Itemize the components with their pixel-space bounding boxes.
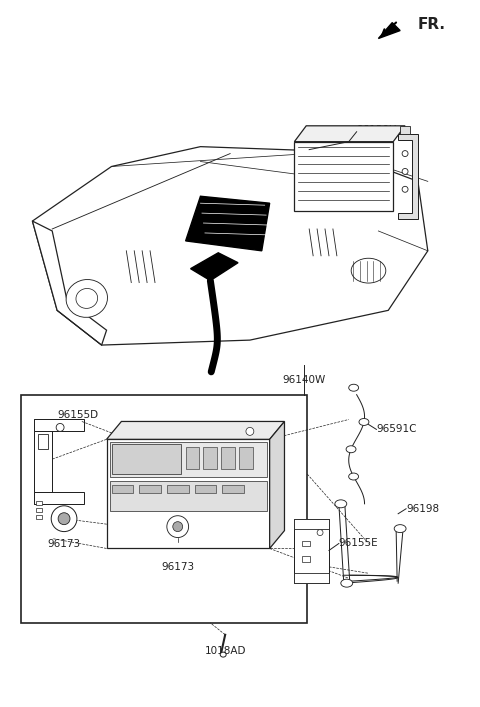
Text: 96140W: 96140W [283, 375, 326, 385]
Ellipse shape [348, 473, 359, 480]
Ellipse shape [341, 579, 353, 587]
Bar [109, 481, 267, 510]
Circle shape [402, 151, 408, 156]
Circle shape [58, 513, 70, 525]
Bar [294, 141, 393, 211]
Bar [35, 419, 52, 504]
Ellipse shape [349, 385, 359, 391]
Bar [186, 448, 200, 469]
Bar [36, 501, 42, 505]
Polygon shape [294, 126, 405, 141]
Bar [222, 485, 244, 493]
Polygon shape [33, 221, 107, 345]
Circle shape [402, 168, 408, 175]
Bar [294, 519, 329, 529]
Bar [302, 556, 310, 562]
Bar [294, 519, 329, 583]
Bar [36, 508, 42, 512]
Bar [111, 485, 133, 493]
Circle shape [317, 530, 323, 536]
Circle shape [167, 515, 189, 537]
Text: 96591C: 96591C [376, 424, 417, 434]
Bar [204, 448, 217, 469]
Circle shape [56, 423, 64, 431]
Ellipse shape [66, 279, 108, 317]
Bar [38, 434, 48, 449]
Polygon shape [378, 23, 400, 38]
Circle shape [402, 187, 408, 192]
Text: 96155D: 96155D [57, 409, 98, 419]
Bar [239, 448, 253, 469]
Text: 1018AD: 1018AD [204, 645, 246, 655]
Bar [35, 492, 84, 504]
Bar [139, 485, 161, 493]
Bar [302, 541, 310, 547]
Polygon shape [33, 146, 428, 345]
Bar [111, 444, 180, 474]
Bar [21, 395, 307, 623]
Bar [36, 515, 42, 519]
Polygon shape [186, 197, 270, 251]
Ellipse shape [76, 288, 97, 308]
Text: 96155E: 96155E [339, 539, 378, 549]
Ellipse shape [346, 446, 356, 452]
Bar [167, 485, 189, 493]
Text: FR.: FR. [418, 17, 446, 32]
Ellipse shape [335, 500, 347, 508]
Text: 96130U: 96130U [357, 124, 397, 135]
Ellipse shape [351, 258, 386, 283]
Text: 96173: 96173 [161, 562, 194, 573]
Ellipse shape [220, 652, 226, 657]
Circle shape [173, 522, 183, 532]
Text: 96198: 96198 [406, 504, 439, 514]
Polygon shape [191, 253, 238, 281]
Bar [294, 573, 329, 583]
Bar [194, 485, 216, 493]
Ellipse shape [394, 525, 406, 532]
Bar [107, 439, 270, 549]
Circle shape [246, 428, 254, 436]
Ellipse shape [359, 419, 369, 426]
Polygon shape [107, 421, 285, 439]
Polygon shape [398, 134, 418, 219]
Bar [109, 443, 267, 477]
Text: 96173: 96173 [48, 539, 81, 549]
Polygon shape [270, 421, 285, 549]
Bar [35, 419, 84, 431]
Circle shape [51, 506, 77, 532]
Bar [400, 126, 410, 134]
Bar [221, 448, 235, 469]
